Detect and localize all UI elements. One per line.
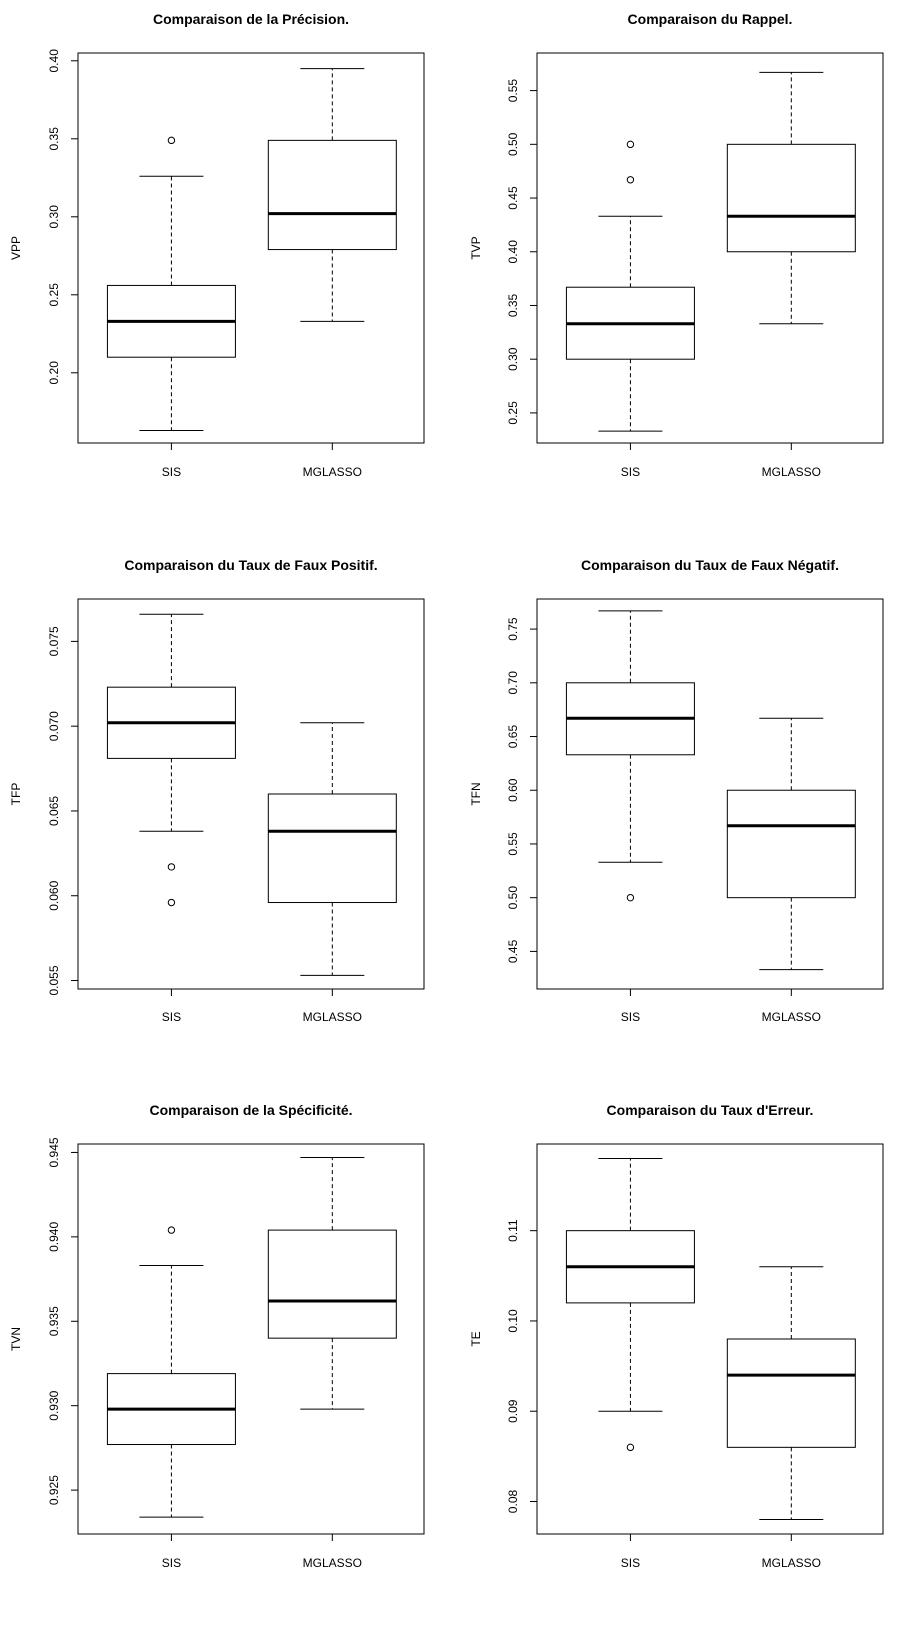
x-tick-label: MGLASSO xyxy=(762,1010,821,1024)
y-tick-label: 0.935 xyxy=(47,1306,61,1336)
box-mglasso xyxy=(267,1157,397,1410)
chart-title: Comparaison du Rappel. xyxy=(628,11,793,27)
x-tick-label: SIS xyxy=(162,1010,181,1024)
chart-panel-3: Comparaison du Taux de Faux Positif. 0.05… xyxy=(9,557,425,1024)
x-tick-label: MGLASSO xyxy=(303,465,362,479)
y-tick-label: 0.25 xyxy=(506,401,520,425)
chart-title: Comparaison de la Spécificité. xyxy=(149,1102,352,1118)
y-tick-label: 0.09 xyxy=(506,1399,520,1423)
chart-title: Comparaison du Taux de Faux Positif. xyxy=(124,557,377,573)
outlier-point xyxy=(626,893,635,902)
x-tick-label: MGLASSO xyxy=(303,1556,362,1570)
plot-frame xyxy=(77,52,425,444)
y-tick-label: 0.75 xyxy=(506,617,520,641)
y-tick-label: 0.10 xyxy=(506,1309,520,1333)
chart-panel-4: Comparaison du Taux de Faux Négatif. 0.45… xyxy=(469,557,884,1024)
chart-panel-6: Comparaison du Taux d'Erreur. 0.08 0.09 0.1… xyxy=(469,1102,884,1570)
box-sis xyxy=(106,136,236,432)
box-mglasso xyxy=(726,717,856,971)
y-axis-label: TVP xyxy=(469,236,483,259)
y-tick-label: 0.65 xyxy=(506,725,520,749)
y-tick-label: 0.70 xyxy=(506,671,520,695)
box-sis xyxy=(565,610,695,902)
y-axis-label: TFP xyxy=(9,783,23,806)
y-tick-label: 0.55 xyxy=(506,832,520,856)
y-tick-label: 0.075 xyxy=(47,626,61,656)
y-tick-label: 0.925 xyxy=(47,1475,61,1505)
box-sis xyxy=(106,1226,236,1518)
y-tick-label: 0.50 xyxy=(506,132,520,156)
y-tick-label: 0.40 xyxy=(47,49,61,73)
box-mglasso xyxy=(267,722,397,976)
plot-frame xyxy=(536,598,884,990)
iqr-box xyxy=(267,1229,397,1339)
box-sis xyxy=(565,140,695,432)
y-tick-label: 0.940 xyxy=(47,1222,61,1252)
y-tick-label: 0.055 xyxy=(47,965,61,995)
y-tick-label: 0.30 xyxy=(47,205,61,229)
iqr-box xyxy=(267,793,397,904)
outlier-point xyxy=(626,1443,635,1452)
chart-panel-2: Comparaison du Rappel. 0.25 0.30 0.35 0.40 0.… xyxy=(469,11,884,479)
iqr-box xyxy=(726,789,856,899)
outlier-point xyxy=(626,176,635,184)
outlier-point xyxy=(167,898,176,907)
y-tick-label: 0.070 xyxy=(47,711,61,741)
y-tick-label: 0.45 xyxy=(506,186,520,210)
x-tick-label: SIS xyxy=(162,465,181,479)
y-tick-label: 0.11 xyxy=(506,1219,520,1242)
y-tick-label: 0.55 xyxy=(506,79,520,103)
chart-panel-5: Comparaison de la Spécificité. 0.925 0.930… xyxy=(9,1102,425,1570)
y-tick-label: 0.20 xyxy=(47,361,61,385)
plot-frame xyxy=(77,598,425,990)
box-sis xyxy=(106,613,236,907)
y-tick-label: 0.35 xyxy=(47,127,61,151)
plot-frame xyxy=(536,1143,884,1535)
box-mglasso xyxy=(726,71,856,325)
x-tick-label: MGLASSO xyxy=(303,1010,362,1024)
x-tick-label: SIS xyxy=(162,1556,181,1570)
y-axis-label: VPP xyxy=(9,236,23,260)
iqr-box xyxy=(726,143,856,253)
outlier-point xyxy=(167,136,176,145)
y-tick-label: 0.065 xyxy=(47,796,61,826)
x-tick-label: SIS xyxy=(621,1010,640,1024)
chart-panel-1: Comparaison de la Précision. 0.20 0.25 0.30… xyxy=(9,11,425,479)
x-tick-label: MGLASSO xyxy=(762,465,821,479)
y-tick-label: 0.945 xyxy=(47,1137,61,1167)
y-tick-label: 0.50 xyxy=(506,886,520,910)
y-tick-label: 0.40 xyxy=(506,240,520,264)
box-mglasso xyxy=(726,1266,856,1521)
x-tick-label: SIS xyxy=(621,1556,640,1570)
y-tick-label: 0.060 xyxy=(47,880,61,910)
y-axis-label: TE xyxy=(469,1331,483,1346)
box-mglasso xyxy=(267,68,397,322)
y-tick-label: 0.30 xyxy=(506,347,520,371)
y-tick-label: 0.35 xyxy=(506,293,520,317)
y-tick-label: 0.25 xyxy=(47,283,61,307)
y-tick-label: 0.60 xyxy=(506,778,520,802)
chart-title: Comparaison de la Précision. xyxy=(153,11,349,27)
iqr-box xyxy=(726,1338,856,1448)
x-tick-label: MGLASSO xyxy=(762,1556,821,1570)
outlier-point xyxy=(167,1226,176,1234)
y-tick-label: 0.930 xyxy=(47,1390,61,1420)
plot-frame xyxy=(77,1143,425,1535)
x-tick-label: SIS xyxy=(621,465,640,479)
y-axis-label: TVN xyxy=(9,1327,23,1351)
y-tick-label: 0.45 xyxy=(506,939,520,963)
iqr-box xyxy=(267,139,397,251)
chart-title: Comparaison du Taux d'Erreur. xyxy=(607,1102,814,1118)
chart-title: Comparaison du Taux de Faux Négatif. xyxy=(581,557,839,573)
y-tick-label: 0.08 xyxy=(506,1489,520,1513)
plot-frame xyxy=(536,52,884,444)
outlier-point xyxy=(626,140,635,149)
outlier-point xyxy=(167,863,176,871)
y-axis-label: TFN xyxy=(469,782,483,805)
box-sis xyxy=(565,1157,695,1452)
